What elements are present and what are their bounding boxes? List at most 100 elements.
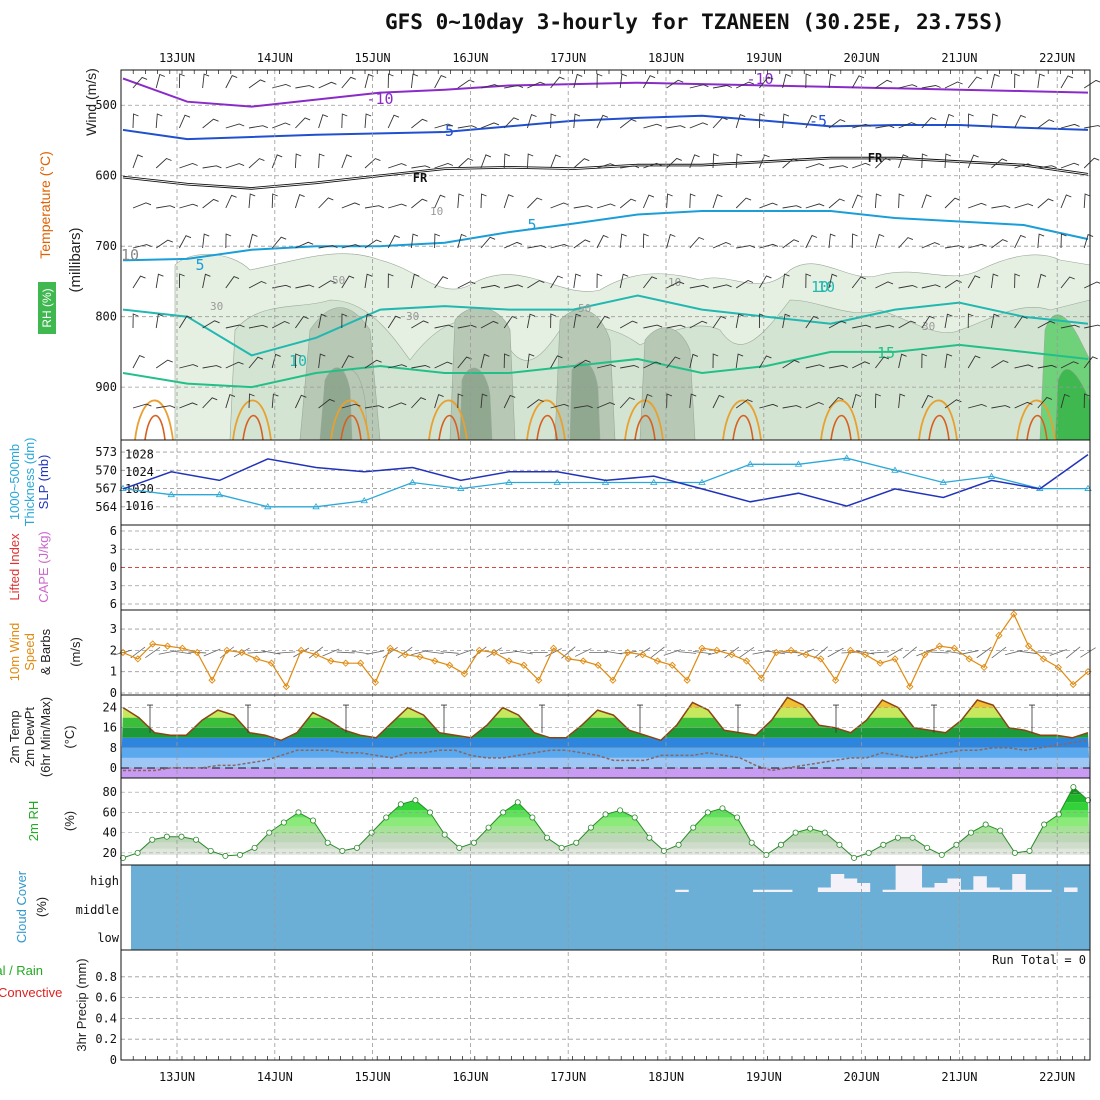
wind-barb <box>202 73 210 89</box>
axis-title: & Barbs <box>38 628 53 675</box>
wind-speed-marker <box>460 670 469 678</box>
warm-contour <box>330 399 370 441</box>
rh-marker <box>120 854 127 861</box>
date-label-top: 14JUN <box>257 51 293 65</box>
rh-marker <box>704 809 711 816</box>
wind-barb <box>852 361 870 369</box>
rh-marker <box>295 809 302 816</box>
warm-contour <box>624 399 664 441</box>
wind-barb <box>944 313 953 329</box>
thickness-marker <box>505 478 513 485</box>
wind-barb <box>712 85 732 89</box>
isotherm--5 <box>122 114 1089 141</box>
wind-speed-marker <box>371 678 380 686</box>
surface-wind-barb <box>425 650 444 655</box>
wind-barb <box>341 313 348 329</box>
axis-title: Wind (m/s) <box>83 68 99 136</box>
wind-barb <box>550 403 570 409</box>
thickness-marker <box>264 503 272 510</box>
wind-barb <box>828 233 836 249</box>
temp-minmax-whisker <box>637 704 643 733</box>
precip-tick-label: 0.6 <box>95 991 117 1005</box>
wind-speed-marker <box>698 644 706 652</box>
wind-barb <box>411 397 427 409</box>
wind-barb <box>1083 157 1100 169</box>
wind-barb <box>968 202 987 209</box>
rh-marker <box>149 836 156 843</box>
isotherm-label: 10 <box>811 278 829 296</box>
wind-barb <box>434 361 453 369</box>
wind-barb <box>225 394 236 409</box>
surface-wind-barb <box>887 647 903 658</box>
wind-barb <box>1014 73 1020 89</box>
wind-barb <box>944 81 963 89</box>
rh-marker <box>777 841 784 848</box>
wind-barb <box>828 364 848 369</box>
rh-marker <box>441 831 448 838</box>
wind-speed-marker <box>163 642 172 650</box>
wind-barb <box>689 393 697 409</box>
rh-marker <box>587 824 594 831</box>
wind-barb <box>1014 163 1034 169</box>
wind-barb <box>805 203 825 209</box>
wind-barb <box>1037 165 1057 169</box>
wind-barb <box>990 313 1000 329</box>
wind-barb <box>1014 203 1034 209</box>
wind-barb <box>1060 194 1072 209</box>
wind-barb <box>550 76 565 89</box>
rh-marker <box>310 817 317 824</box>
wind-barb <box>1037 273 1047 289</box>
wind-tick-label: 1 <box>110 665 117 679</box>
wind-barb <box>643 75 656 89</box>
precip-tick-label: 0.2 <box>95 1032 117 1046</box>
thickness-tick-label: 567 <box>95 482 117 496</box>
wind-barb <box>295 284 315 289</box>
axis-title-part: Wind (m/s) <box>83 68 99 136</box>
wind-barb <box>318 153 325 169</box>
thickness-marker <box>215 490 224 498</box>
wind-barb <box>1037 320 1056 329</box>
wind-barb <box>619 320 638 329</box>
wind-barb <box>387 235 400 249</box>
high-cloud-bar <box>766 889 780 892</box>
axis-title: SLP (mb) <box>36 455 51 510</box>
wind-barb <box>642 194 655 209</box>
wind-barb <box>736 245 756 249</box>
wind-speed-marker <box>787 646 795 655</box>
wind-barb <box>294 194 305 209</box>
axis-title-part: Lifted Index <box>7 533 22 601</box>
wind-speed-marker <box>535 676 543 684</box>
wind-barb <box>874 193 882 209</box>
wind-barb <box>921 194 932 209</box>
high-cloud-bar <box>947 878 961 892</box>
wind-barb <box>805 163 825 169</box>
wind-speed-marker <box>757 674 766 682</box>
wind-barb <box>550 313 556 329</box>
wind-barb <box>225 324 245 329</box>
wind-barb <box>341 403 361 409</box>
wind-barb <box>921 153 928 169</box>
surface-wind-barb <box>1080 647 1096 658</box>
axis-title: (millibars) <box>67 228 84 293</box>
hot-contour <box>438 414 460 441</box>
date-label-top: 13JUN <box>159 51 195 65</box>
rh2m-panel: 20 40 60 80 <box>103 784 1092 861</box>
wind-barb <box>758 113 765 129</box>
rh-marker <box>821 829 828 836</box>
wind-barb <box>1083 193 1091 209</box>
date-label-bottom: 13JUN <box>159 1070 195 1084</box>
isotherm-label: 5 <box>195 256 204 274</box>
wind-barb <box>596 73 603 89</box>
wind-speed-marker <box>490 648 498 657</box>
rh-marker <box>558 844 565 851</box>
wind-barb <box>387 315 401 329</box>
wind-barb <box>782 73 792 89</box>
temp-band <box>121 747 1090 758</box>
hot-contour <box>340 414 362 441</box>
surface-wind-barb <box>219 646 235 659</box>
rh-marker <box>163 833 170 840</box>
rh-marker <box>660 847 667 854</box>
surface-wind-barb <box>650 646 665 659</box>
wind-speed-marker <box>520 661 528 669</box>
